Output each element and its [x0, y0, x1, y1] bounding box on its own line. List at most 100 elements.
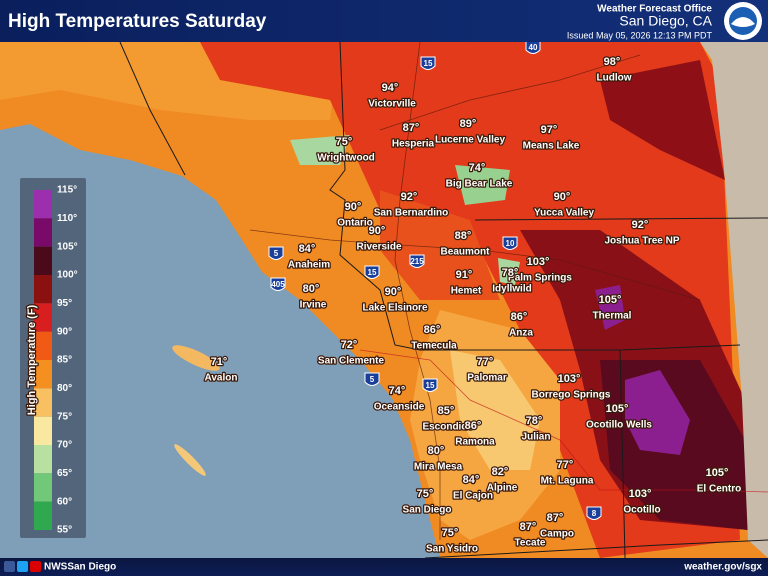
city-name: Idyllwild — [492, 284, 531, 295]
shield — [364, 372, 380, 386]
city-name: Ontario — [337, 218, 373, 229]
city-name: Riverside — [356, 242, 401, 253]
legend-band — [34, 331, 52, 360]
highway-number: 215 — [410, 257, 424, 266]
city-name: Anza — [509, 328, 533, 339]
city-temperature: 72° — [341, 339, 358, 351]
website[interactable]: weather.gov/sgx — [683, 562, 762, 573]
city-name: El Centro — [697, 484, 741, 495]
city-name: El Cajon — [453, 491, 493, 502]
shield — [364, 265, 380, 279]
city-temperature: 90° — [345, 201, 362, 213]
legend-label: 65° — [57, 468, 72, 479]
city-temperature: 85° — [438, 405, 455, 417]
city-name: Means Lake — [523, 141, 580, 152]
facebook-icon[interactable] — [4, 561, 15, 572]
city-temperature: 105° — [706, 467, 729, 479]
issued: Issued May 05, 2026 12:13 PM PDT — [567, 30, 713, 40]
legend-band — [34, 501, 52, 530]
city-temperature: 94° — [382, 82, 399, 94]
city-name: San Bernardino — [374, 208, 448, 219]
shield — [525, 40, 541, 54]
city-temperature: 86° — [424, 324, 441, 336]
shield — [409, 254, 425, 268]
highway-number: 10 — [506, 239, 515, 248]
legend-label: 70° — [57, 440, 72, 451]
city-temperature: 105° — [599, 294, 622, 306]
legend-label: 115° — [57, 185, 77, 196]
legend-band — [34, 190, 52, 219]
legend-title: High Temperature (F) — [26, 304, 38, 415]
highway-shields: 40 15 10 215 5 405 15 5 15 8 — [268, 40, 602, 520]
city-temperature: 90° — [385, 286, 402, 298]
city-temperature: 103° — [629, 488, 652, 500]
shield — [420, 56, 436, 70]
legend-band — [34, 246, 52, 275]
city-name: San Clemente — [318, 356, 385, 367]
legend-label: 110° — [57, 213, 77, 224]
city-temperature: 87° — [547, 512, 564, 524]
city-name: Ramona — [455, 437, 495, 448]
legend-label: 100° — [57, 270, 78, 281]
city-labels: 98° Ludlow 94° Victorville 87° Hesperia 89° Luc… — [203, 55, 742, 556]
legend-band — [34, 360, 52, 389]
highway-number: 5 — [274, 249, 279, 258]
city-name: Irvine — [300, 300, 327, 311]
city-temperature: 105° — [606, 403, 629, 415]
city-name: Thermal — [593, 311, 632, 322]
social-handle: NWSSan Diego — [44, 562, 116, 573]
city-name: Ocotillo Wells — [586, 420, 652, 431]
city-name: Beaumont — [441, 247, 491, 258]
city-temperature: 77° — [557, 459, 574, 471]
header: High Temperatures Saturday Weather Forec… — [0, 0, 768, 42]
city-name: Hemet — [451, 286, 482, 297]
city-temperature: 90° — [369, 225, 386, 237]
city-name: Avalon — [205, 373, 238, 384]
shield — [502, 236, 518, 250]
city-temperature: 80° — [303, 283, 320, 295]
city-name: Wrightwood — [317, 153, 375, 164]
city-temperature: 84° — [463, 474, 480, 486]
city-name: Lucerne Valley — [435, 135, 505, 146]
highway-number: 15 — [424, 59, 433, 68]
legend-label: 105° — [57, 241, 78, 252]
city-name: Oceanside — [374, 402, 425, 413]
legend-band — [34, 218, 52, 247]
city-temperature: 90° — [554, 191, 571, 203]
office: Weather Forecast Office — [597, 4, 712, 15]
city-name: Palm Springs — [508, 273, 572, 284]
legend-band — [34, 445, 52, 474]
city-name: San Diego — [403, 505, 452, 516]
city-name: Borrego Springs — [532, 390, 611, 401]
city-name: Ludlow — [597, 73, 632, 84]
city-name: Temecula — [411, 341, 457, 352]
twitter-icon[interactable] — [17, 561, 28, 572]
city-temperature: 91° — [456, 269, 473, 281]
city-name: Mira Mesa — [414, 462, 463, 473]
highway-number: 15 — [368, 268, 377, 277]
highway-number: 15 — [426, 381, 435, 390]
city-name: Joshua Tree NP — [604, 236, 679, 247]
youtube-icon[interactable] — [30, 561, 41, 572]
city-temperature: 97° — [541, 124, 558, 136]
legend-label: 95° — [57, 298, 72, 309]
highway-number: 40 — [529, 43, 538, 52]
city-temperature: 75° — [442, 527, 459, 539]
city-temperature: 87° — [520, 521, 537, 533]
city-temperature: 92° — [401, 191, 418, 203]
city-temperature: 77° — [477, 356, 494, 368]
city-temperature: 103° — [558, 373, 581, 385]
city-temperature: 92° — [632, 219, 649, 231]
highway-number: 5 — [370, 375, 375, 384]
footer: NWSSan Diego weather.gov/sgx — [0, 558, 768, 576]
legend-label: 60° — [57, 496, 72, 507]
location: San Diego, CA — [619, 13, 712, 29]
title: High Temperatures Saturday — [8, 11, 267, 32]
city-temperature: 89° — [460, 118, 477, 130]
legend-label: 75° — [57, 411, 72, 422]
city-name: Hesperia — [392, 139, 435, 150]
city-temperature: 74° — [469, 162, 486, 174]
city-temperature: 80° — [428, 445, 445, 457]
city-temperature: 84° — [299, 243, 316, 255]
